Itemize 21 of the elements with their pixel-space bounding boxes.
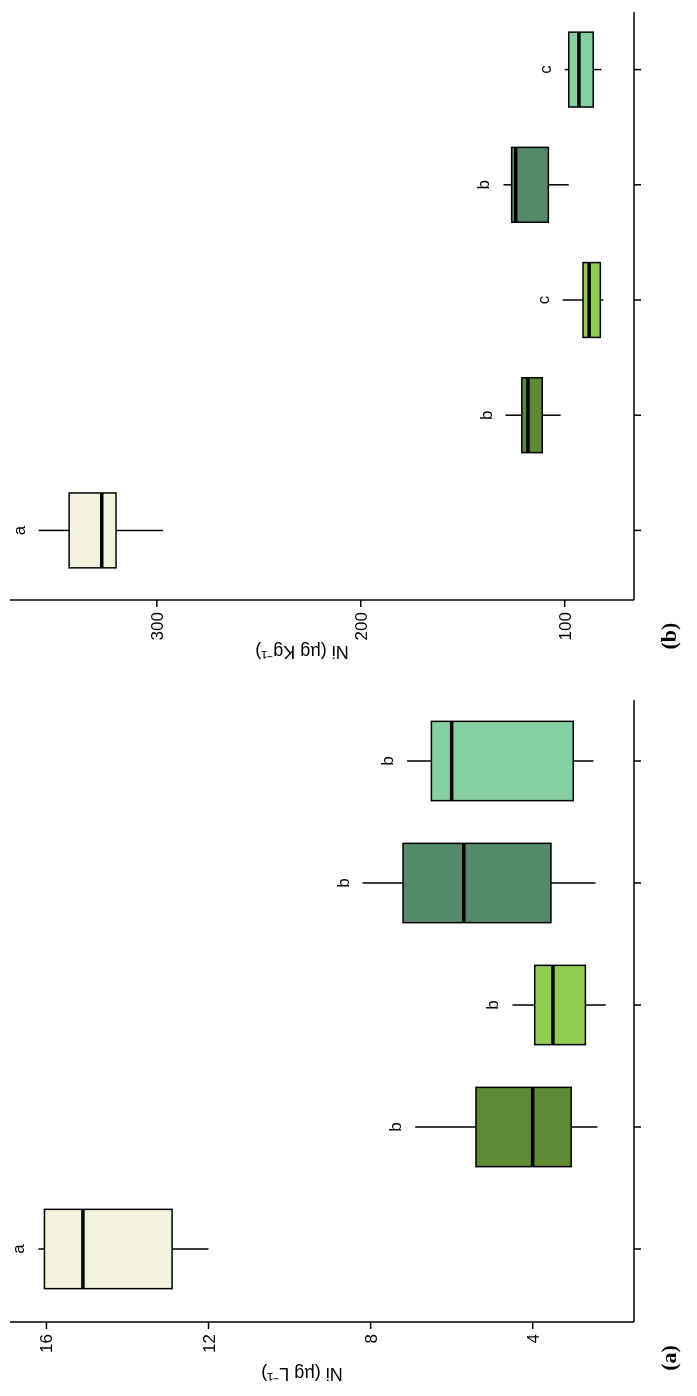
x-tick-label: 100 [555,612,575,641]
x-tick-label: 4 [523,1334,543,1344]
annotation: b [474,180,494,190]
x-axis-title: Ni (µg Kg⁻¹) [255,642,349,662]
annotation: c [533,295,553,305]
text: (a) [656,1345,681,1371]
text: (b) [656,622,681,650]
annotation: c [535,64,555,74]
annotation: b [476,410,496,420]
x-axis-title: Ni (µg L⁻¹) [261,1364,343,1384]
annotation: b [378,756,398,766]
annotation: b [386,1122,406,1132]
annotation: b [483,1000,503,1010]
annotation: b [333,878,353,888]
x-tick-label: 16 [37,1334,57,1353]
annotation: a [9,525,29,536]
annotation: a [9,1243,29,1254]
x-tick-label: 8 [361,1334,381,1344]
x-tick-label: 200 [351,612,371,641]
x-tick-label: 300 [147,612,167,641]
x-tick-label: 12 [199,1334,219,1353]
